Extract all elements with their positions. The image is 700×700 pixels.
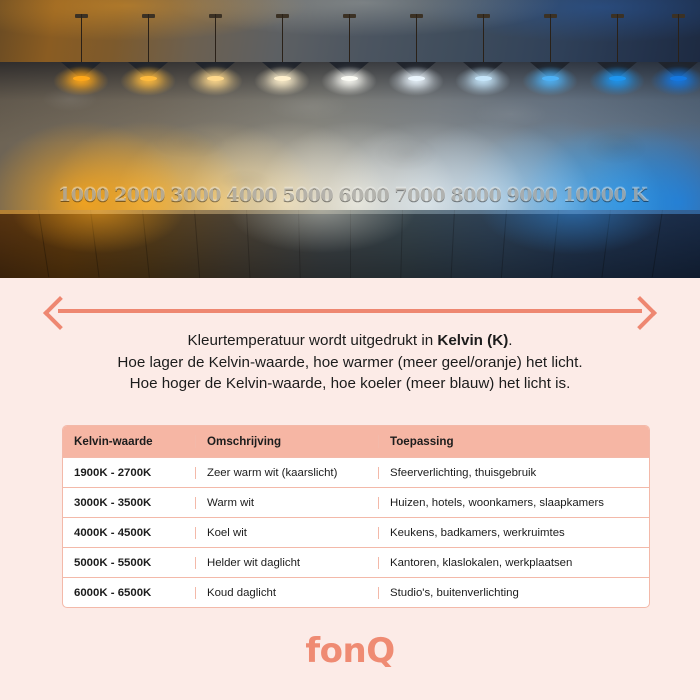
lamp-cord [214, 14, 216, 62]
column-header-toepassing: Toepassing [390, 435, 454, 448]
column-header-kelvin: Kelvin-waarde [63, 435, 196, 448]
cell-kelvin: 4000K - 4500K [63, 526, 196, 539]
cell-toepassing: Studio's, buitenverlichting [390, 586, 519, 599]
cell-toepassing: Sfeerverlichting, thuisgebruik [390, 466, 537, 479]
lamp-bulb [407, 76, 425, 81]
lamp-bulb [541, 76, 559, 81]
lamp-bulb [72, 76, 90, 81]
lamp-cord [482, 14, 484, 62]
wooden-floor [0, 210, 700, 278]
cell-kelvin: 1900K - 2700K [63, 466, 196, 479]
lamp-halo [455, 66, 511, 96]
cell-omschrijving: Koud daglicht [196, 586, 379, 599]
intro-line-1: Kleurtemperatuur wordt uitgedrukt in Kel… [0, 330, 700, 352]
table-row: 3000K - 3500K Warm wit Huizen, hotels, woo… [63, 488, 649, 518]
cell-kelvin: 3000K - 3500K [63, 496, 196, 509]
intro-line-3: Hoe hoger de Kelvin-waarde, hoe koeler (… [129, 375, 571, 392]
cell-toepassing: Kantoren, klaslokalen, werkplaatsen [390, 556, 573, 569]
lamp-cord [677, 14, 679, 62]
lamp-bulb [608, 76, 626, 81]
lamp-halo [120, 66, 176, 96]
lamp-halo [650, 66, 700, 96]
table-row: 6000K - 6500K Koud daglicht Studio's, buit… [63, 578, 649, 607]
table-row: 1900K - 2700K Zeer warm wit (kaarslicht) S… [63, 458, 649, 488]
lamp-bulb [474, 76, 492, 81]
intro-line-2: Hoe lager de Kelvin-waarde, hoe warmer (… [117, 353, 583, 371]
cell-toepassing: Keukens, badkamers, werkruimtes [390, 526, 565, 539]
lamp-bulb [273, 76, 291, 81]
cell-kelvin: 5000K - 5500K [63, 556, 196, 569]
lamp-cord [415, 14, 417, 62]
cell-omschrijving: Zeer warm wit (kaarslicht) [196, 466, 379, 479]
ceiling [0, 0, 700, 72]
lamp-cord [281, 14, 283, 62]
cell-kelvin: 6000K - 6500K [63, 586, 196, 599]
lamp-cord [147, 14, 149, 62]
cell-omschrijving: Warm wit [196, 496, 379, 509]
lamp-cord [348, 14, 350, 62]
lamp-bulb [669, 76, 687, 81]
intro-text: Kleurtemperatuur wordt uitgedrukt in Kel… [0, 330, 700, 395]
table-row: 4000K - 4500K Koel wit Keukens, badkamers,… [63, 518, 649, 548]
lamp-halo [388, 66, 444, 96]
table-row: 5000K - 5500K Helder wit daglicht Kantoren… [63, 548, 649, 578]
warm-cool-arrow [43, 296, 657, 330]
floor-wall-edge [0, 210, 700, 214]
intro-line-1-bold: Kelvin (K) [437, 332, 509, 349]
cell-toepassing: Huizen, hotels, woonkamers, slaapkamers [390, 496, 604, 509]
lamp-halo [589, 66, 645, 96]
arrow-right-head-icon [623, 296, 657, 330]
lamp-halo [321, 66, 377, 96]
intro-line-1-prefix: Kleurtemperatuur wordt uitgedrukt in [187, 332, 438, 349]
arrow-left-head-icon [43, 296, 77, 330]
intro-line-1-suffix: . [508, 332, 513, 349]
lamp-halo [187, 66, 243, 96]
table-header-row: Kelvin-waarde Omschrijving Toepassing [63, 426, 649, 458]
lamp-cord [549, 14, 551, 62]
lamp-bulb [139, 76, 157, 81]
cell-omschrijving: Helder wit daglicht [196, 556, 379, 569]
lamp-cord [616, 14, 618, 62]
kelvin-lamps-photo: 1000 2000 3000 4000 5000 6000 7000 8000 9000 1000… [0, 0, 700, 278]
lamp-halo [522, 66, 578, 96]
ceiling-glow [0, 0, 700, 72]
fonq-logo[interactable]: fonQ [305, 631, 395, 671]
floor-reflection [0, 210, 700, 278]
kelvin-table: Kelvin-waarde Omschrijving Toepassing 19… [62, 425, 650, 608]
lamp-bulb [340, 76, 358, 81]
arrow-line [58, 309, 642, 313]
column-header-omschrijving: Omschrijving [196, 435, 379, 448]
lamp-halo [53, 66, 109, 96]
table-body: 1900K - 2700K Zeer warm wit (kaarslicht) S… [63, 458, 649, 607]
lamp-cord [80, 14, 82, 62]
cell-omschrijving: Koel wit [196, 526, 379, 539]
lamp-bulb [206, 76, 224, 81]
lamp-halo [254, 66, 310, 96]
